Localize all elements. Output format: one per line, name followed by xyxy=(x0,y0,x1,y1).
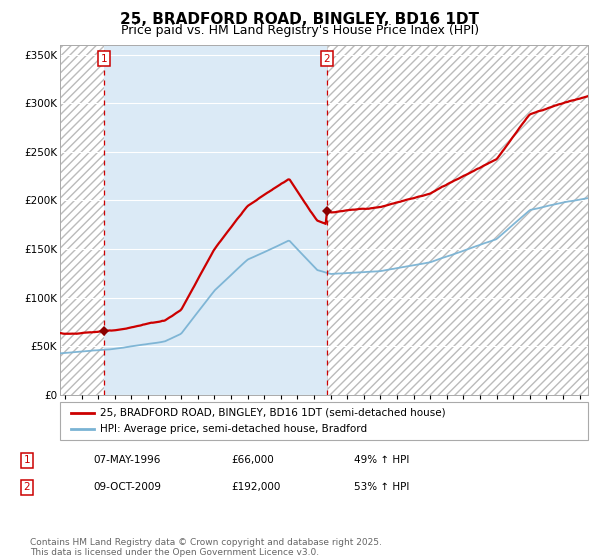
FancyBboxPatch shape xyxy=(60,402,588,440)
Text: 49% ↑ HPI: 49% ↑ HPI xyxy=(354,455,409,465)
Text: 25, BRADFORD ROAD, BINGLEY, BD16 1DT: 25, BRADFORD ROAD, BINGLEY, BD16 1DT xyxy=(121,12,479,27)
Text: 2: 2 xyxy=(323,54,330,64)
Text: £66,000: £66,000 xyxy=(231,455,274,465)
Bar xyxy=(104,45,327,395)
Text: 25, BRADFORD ROAD, BINGLEY, BD16 1DT (semi-detached house): 25, BRADFORD ROAD, BINGLEY, BD16 1DT (se… xyxy=(100,408,445,418)
Text: 07-MAY-1996: 07-MAY-1996 xyxy=(93,455,160,465)
Text: 2: 2 xyxy=(23,482,31,492)
Bar xyxy=(327,45,588,395)
Text: 1: 1 xyxy=(101,54,107,64)
Text: £192,000: £192,000 xyxy=(231,482,280,492)
Text: Price paid vs. HM Land Registry's House Price Index (HPI): Price paid vs. HM Land Registry's House … xyxy=(121,24,479,36)
Text: HPI: Average price, semi-detached house, Bradford: HPI: Average price, semi-detached house,… xyxy=(100,424,367,434)
Text: 09-OCT-2009: 09-OCT-2009 xyxy=(93,482,161,492)
Text: Contains HM Land Registry data © Crown copyright and database right 2025.
This d: Contains HM Land Registry data © Crown c… xyxy=(30,538,382,557)
Text: 53% ↑ HPI: 53% ↑ HPI xyxy=(354,482,409,492)
Bar xyxy=(60,45,104,395)
Text: 1: 1 xyxy=(23,455,31,465)
